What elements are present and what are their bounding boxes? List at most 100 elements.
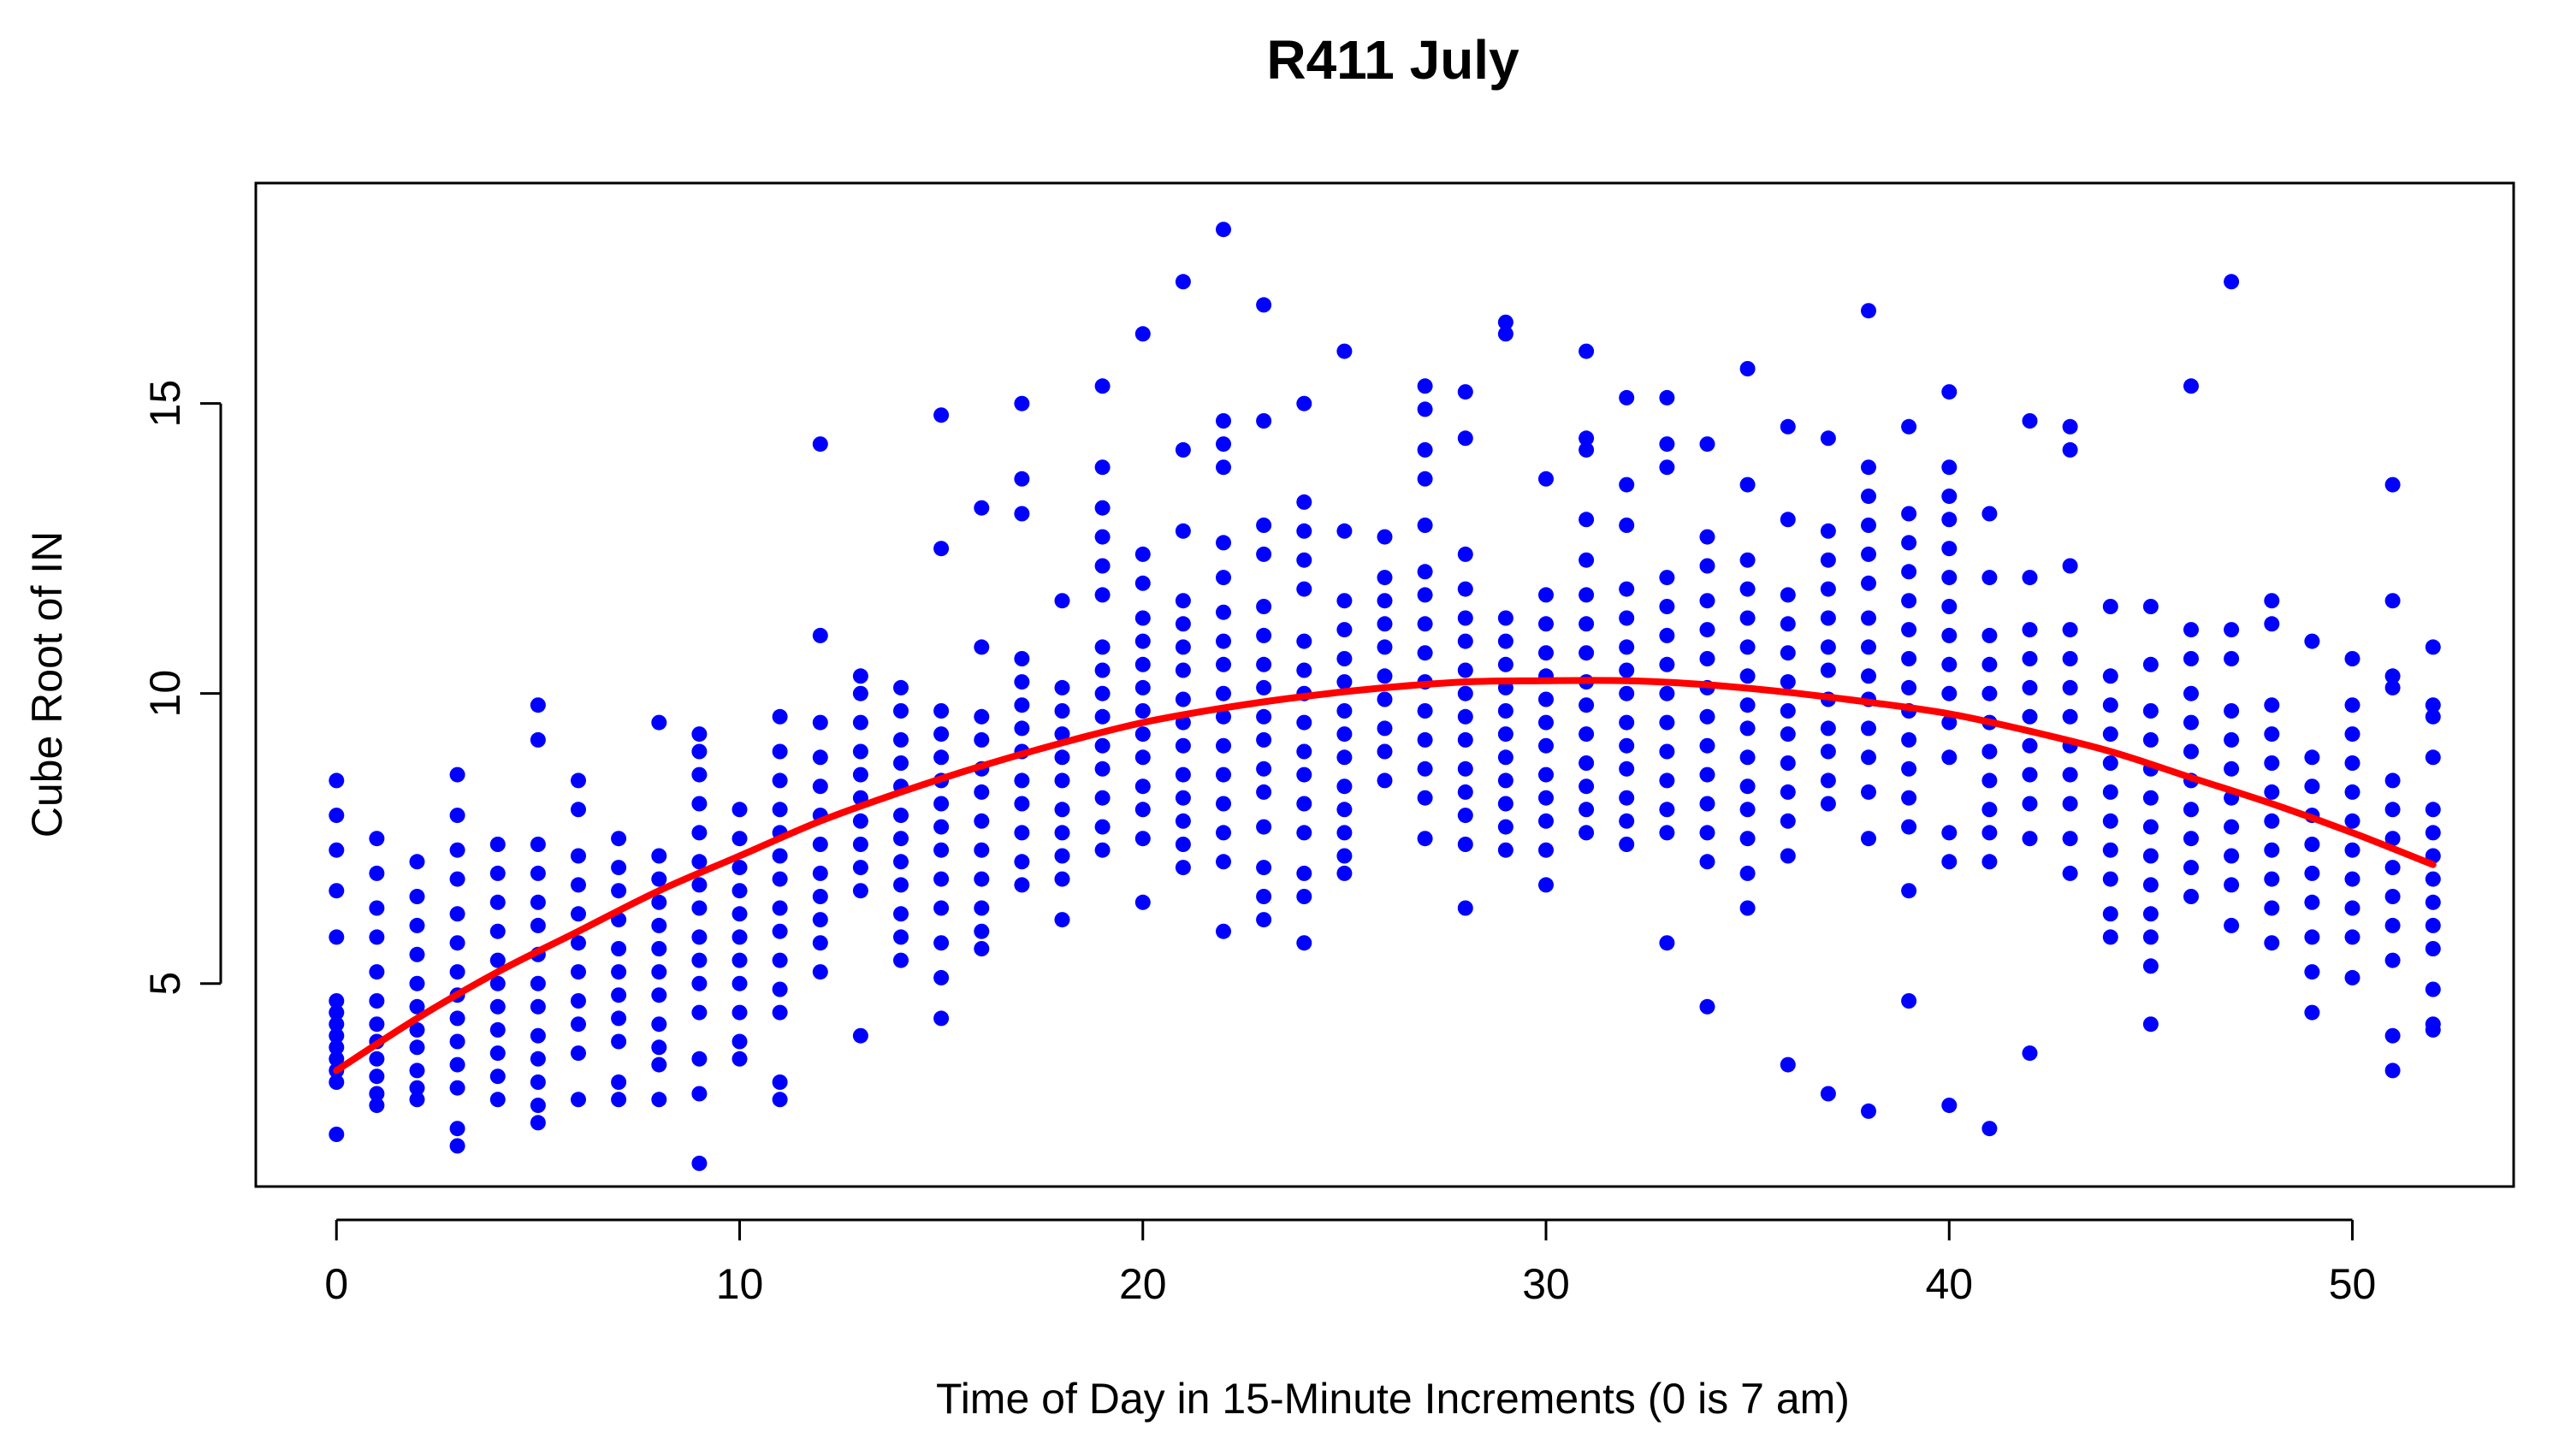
data-point bbox=[1417, 518, 1433, 533]
data-point bbox=[489, 894, 506, 910]
data-point bbox=[329, 993, 345, 1009]
data-point bbox=[2062, 558, 2078, 574]
data-point bbox=[2264, 755, 2280, 771]
data-point bbox=[1054, 848, 1070, 864]
data-point bbox=[611, 860, 627, 876]
data-point bbox=[933, 900, 950, 916]
data-point bbox=[691, 952, 708, 968]
data-point bbox=[691, 900, 708, 916]
data-point bbox=[1377, 691, 1393, 707]
data-point bbox=[1175, 737, 1191, 754]
data-point bbox=[2304, 894, 2320, 910]
data-point bbox=[1941, 599, 1958, 614]
data-point bbox=[1134, 778, 1151, 795]
data-point bbox=[2224, 731, 2240, 748]
data-point bbox=[1296, 494, 1312, 510]
data-point bbox=[1739, 802, 1756, 818]
data-point bbox=[893, 679, 909, 695]
data-point bbox=[369, 1098, 385, 1114]
data-point bbox=[1054, 912, 1070, 928]
data-point bbox=[812, 865, 828, 881]
data-point bbox=[1094, 761, 1111, 777]
data-point bbox=[2264, 616, 2280, 632]
data-point bbox=[1901, 418, 1917, 435]
data-point bbox=[1417, 564, 1433, 580]
data-point bbox=[1094, 737, 1111, 754]
data-point bbox=[772, 981, 788, 997]
data-point bbox=[1659, 825, 1675, 841]
data-point bbox=[1538, 616, 1554, 632]
data-point bbox=[2425, 1021, 2441, 1038]
data-point bbox=[1175, 523, 1191, 539]
data-point bbox=[1739, 581, 1756, 597]
data-point bbox=[1175, 837, 1191, 852]
data-point bbox=[2102, 842, 2118, 858]
data-point bbox=[329, 1051, 345, 1067]
data-point bbox=[1216, 923, 1231, 939]
data-point bbox=[530, 731, 546, 748]
data-point bbox=[812, 837, 828, 852]
data-point bbox=[1014, 877, 1030, 893]
data-point bbox=[974, 500, 990, 516]
data-point bbox=[2022, 737, 2038, 754]
data-point bbox=[1014, 471, 1030, 487]
data-point bbox=[1175, 813, 1191, 829]
data-point bbox=[329, 808, 345, 824]
data-point bbox=[933, 819, 950, 835]
data-point bbox=[2224, 877, 2240, 893]
data-point bbox=[1739, 552, 1756, 568]
data-point bbox=[893, 755, 909, 771]
data-point bbox=[974, 639, 990, 655]
data-point bbox=[852, 743, 868, 760]
data-point bbox=[1296, 714, 1312, 731]
data-point bbox=[1820, 796, 1836, 812]
data-point bbox=[732, 831, 748, 847]
data-point bbox=[1659, 685, 1675, 701]
data-point bbox=[1941, 627, 1958, 643]
data-point bbox=[369, 831, 385, 847]
data-point bbox=[1377, 639, 1393, 655]
data-point bbox=[812, 436, 828, 453]
y-tick-label: 15 bbox=[141, 380, 189, 428]
data-point bbox=[1336, 593, 1353, 609]
data-point bbox=[772, 772, 788, 789]
data-point bbox=[1659, 743, 1675, 760]
data-point bbox=[1175, 662, 1191, 678]
data-point bbox=[852, 685, 868, 701]
y-tick-label: 10 bbox=[141, 670, 189, 718]
data-point bbox=[2224, 819, 2240, 835]
data-point bbox=[1336, 674, 1353, 690]
data-point bbox=[2062, 441, 2078, 458]
data-point bbox=[571, 906, 586, 922]
data-point bbox=[1296, 523, 1312, 539]
data-point bbox=[691, 743, 708, 760]
data-point bbox=[2264, 697, 2280, 713]
data-point bbox=[1417, 441, 1433, 458]
data-point bbox=[1780, 616, 1796, 632]
data-point bbox=[1941, 854, 1958, 870]
data-point bbox=[329, 1074, 345, 1090]
data-point bbox=[1659, 656, 1675, 672]
data-point bbox=[732, 883, 748, 899]
data-point bbox=[732, 1004, 748, 1021]
data-point bbox=[1739, 778, 1756, 795]
data-point bbox=[1901, 883, 1917, 899]
data-point bbox=[449, 906, 465, 922]
data-point bbox=[1619, 737, 1635, 754]
data-point bbox=[369, 1068, 385, 1085]
data-point bbox=[571, 1016, 586, 1033]
data-point bbox=[974, 871, 990, 887]
data-point bbox=[2022, 679, 2038, 695]
data-point bbox=[1579, 697, 1595, 713]
data-point bbox=[1014, 825, 1030, 841]
data-point bbox=[611, 964, 627, 980]
data-point bbox=[1699, 796, 1715, 812]
data-point bbox=[893, 731, 909, 748]
data-point bbox=[1417, 703, 1433, 719]
y-tick-label: 5 bbox=[141, 972, 189, 996]
data-point bbox=[2425, 749, 2441, 766]
data-point bbox=[2384, 593, 2401, 609]
data-point bbox=[772, 708, 788, 725]
data-point bbox=[1417, 831, 1433, 847]
